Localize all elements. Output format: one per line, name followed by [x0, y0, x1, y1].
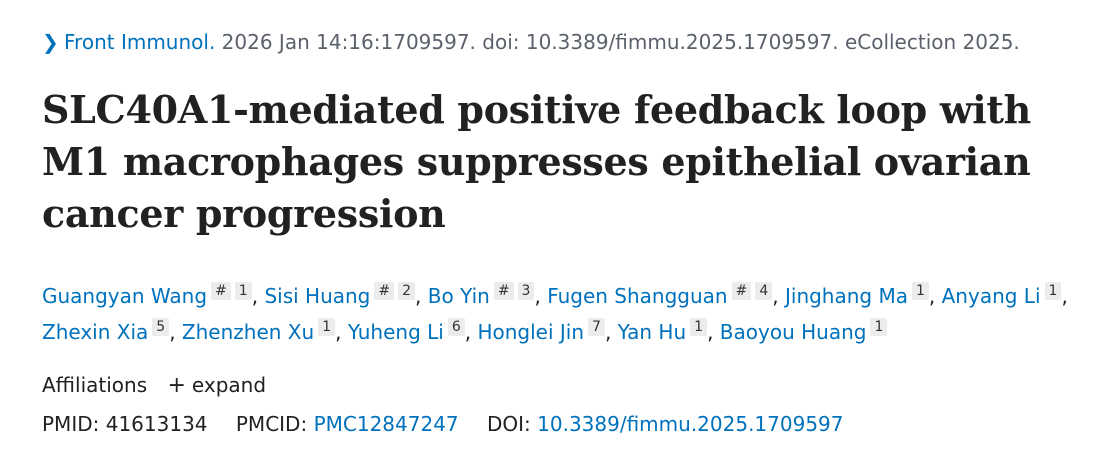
author-item: Fugen Shangguan #4: [547, 282, 773, 308]
expand-label: expand: [191, 373, 267, 397]
affiliation-number[interactable]: 1: [690, 318, 708, 336]
pmcid-label: PMCID:: [235, 412, 308, 436]
affiliations-label: Affiliations: [42, 373, 148, 397]
author-name-link[interactable]: Yuheng Li: [347, 320, 444, 344]
affiliation-number[interactable]: 4: [755, 282, 773, 300]
equal-contribution-marker[interactable]: #: [374, 282, 395, 300]
affiliation-number[interactable]: 7: [588, 318, 605, 336]
pmid-value: 41613134: [105, 412, 208, 436]
affiliations-row: Affiliations + expand: [42, 370, 266, 401]
affiliation-number[interactable]: 5: [152, 318, 170, 336]
author-name-link[interactable]: Bo Yin: [427, 284, 490, 308]
article-title: SLC40A1-mediated positive feedback loop …: [42, 87, 1031, 236]
affiliation-number[interactable]: 1: [234, 282, 252, 300]
author-name-link[interactable]: Jinghang Ma: [784, 284, 908, 308]
expand-affiliations-button[interactable]: + expand: [167, 373, 267, 398]
author-item: Honglei Jin 7: [477, 318, 605, 344]
author-name-link[interactable]: Zhenzhen Xu: [181, 320, 315, 344]
author-name-link[interactable]: Anyang Li: [941, 284, 1041, 308]
author-item: Zhexin Xia 5: [42, 318, 170, 344]
journal-link[interactable]: Front Immunol.: [64, 30, 216, 54]
author-name-link[interactable]: Fugen Shangguan: [547, 284, 728, 308]
affiliation-number[interactable]: 6: [447, 318, 465, 336]
affiliation-number[interactable]: 1: [870, 318, 888, 336]
doi-label: DOI:: [487, 412, 531, 436]
author-item: Zhenzhen Xu 1: [181, 318, 336, 344]
citation-details: 2026 Jan 14:16:1709597. doi: 10.3389/fim…: [215, 30, 1020, 54]
doi-link[interactable]: 10.3389/fimmu.2025.1709597: [537, 412, 844, 436]
author-name-link[interactable]: Honglei Jin: [477, 320, 585, 344]
pmcid-link[interactable]: PMC12847247: [313, 412, 459, 436]
author-name-link[interactable]: Zhexin Xia: [42, 320, 149, 344]
affiliation-number[interactable]: 1: [911, 282, 929, 300]
author-item: Baoyou Huang 1: [719, 318, 888, 344]
author-item: Anyang Li 1: [941, 282, 1062, 308]
author-item: Jinghang Ma 1: [784, 282, 929, 308]
equal-contribution-marker[interactable]: #: [731, 282, 752, 300]
pmid-label: PMID:: [42, 412, 100, 436]
author-item: Yan Hu 1: [617, 318, 708, 344]
author-name-link[interactable]: Guangyan Wang: [42, 284, 208, 308]
author-item: Bo Yin #3: [427, 282, 535, 308]
author-item: Yuheng Li 6: [347, 318, 465, 344]
citation-line: ❯ Front Immunol. 2026 Jan 14:16:1709597. …: [42, 28, 1020, 56]
identifiers-row: PMID: 41613134 PMCID: PMC12847247 DOI: 1…: [42, 409, 844, 439]
chevron-right-icon[interactable]: ❯: [42, 30, 59, 54]
affiliation-number[interactable]: 1: [1044, 282, 1062, 300]
author-item: Sisi Huang #2: [264, 282, 416, 308]
affiliation-number[interactable]: 3: [517, 282, 535, 300]
equal-contribution-marker[interactable]: #: [493, 282, 514, 300]
equal-contribution-marker[interactable]: #: [211, 282, 231, 300]
author-name-link[interactable]: Baoyou Huang: [719, 320, 867, 344]
author-name-link[interactable]: Sisi Huang: [264, 284, 371, 308]
affiliation-number[interactable]: 2: [398, 282, 416, 300]
plus-icon: +: [167, 373, 186, 398]
author-item: Guangyan Wang #1: [42, 282, 252, 308]
author-list: Guangyan Wang #1, Sisi Huang #2, Bo Yin #3,…: [42, 282, 1068, 344]
author-name-link[interactable]: Yan Hu: [617, 320, 687, 344]
affiliation-number[interactable]: 1: [318, 318, 336, 336]
